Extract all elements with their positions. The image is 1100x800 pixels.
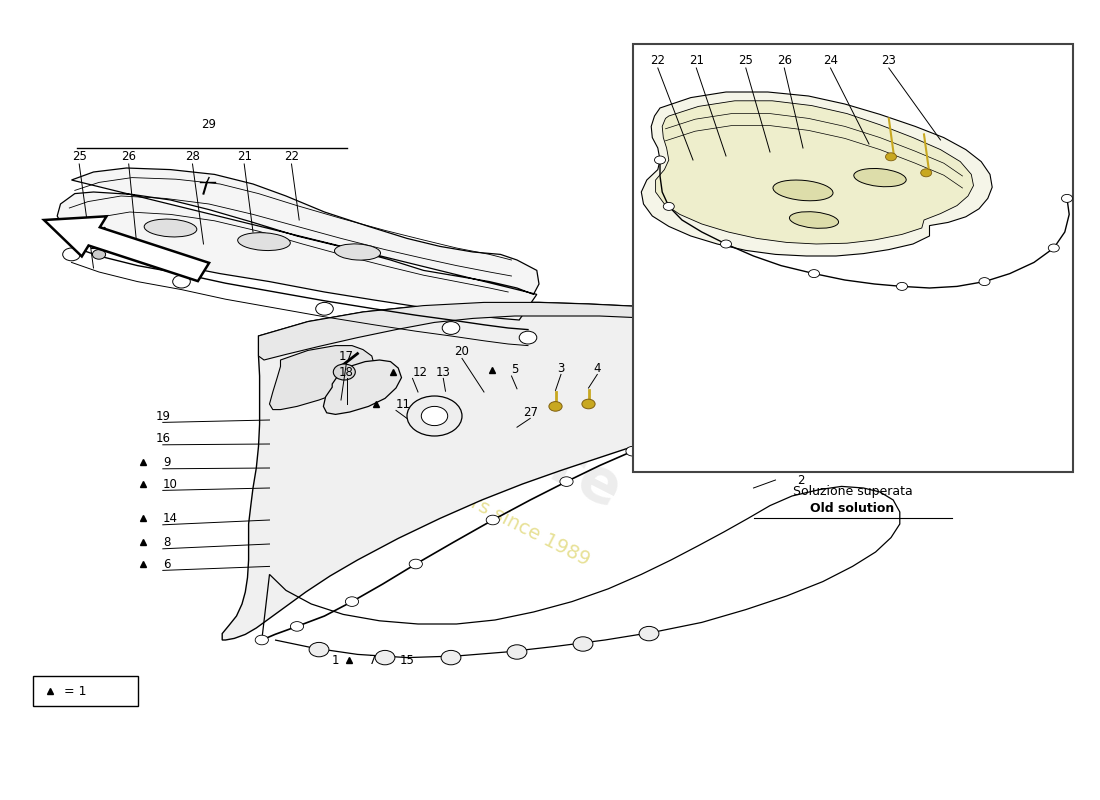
Text: 9: 9: [163, 456, 170, 469]
Circle shape: [810, 339, 823, 349]
Text: 22: 22: [650, 54, 666, 66]
Circle shape: [549, 402, 562, 411]
Text: 3: 3: [558, 362, 564, 374]
Circle shape: [921, 169, 932, 177]
Polygon shape: [323, 360, 402, 414]
Text: 26: 26: [121, 150, 136, 162]
Circle shape: [744, 404, 757, 414]
FancyArrow shape: [44, 216, 209, 281]
Circle shape: [639, 626, 659, 641]
Text: eurospare: eurospare: [293, 310, 631, 522]
Circle shape: [442, 322, 460, 334]
Circle shape: [309, 642, 329, 657]
Text: 28: 28: [185, 150, 200, 162]
Circle shape: [808, 270, 820, 278]
Text: 5: 5: [512, 363, 519, 376]
Circle shape: [441, 650, 461, 665]
Ellipse shape: [854, 169, 906, 186]
Text: 11: 11: [396, 398, 411, 410]
Polygon shape: [222, 302, 803, 640]
Text: 4: 4: [594, 362, 601, 374]
Text: 15: 15: [399, 654, 415, 666]
Text: 25: 25: [738, 54, 754, 66]
Circle shape: [626, 446, 639, 456]
Text: Old solution: Old solution: [811, 502, 894, 514]
Polygon shape: [656, 101, 974, 244]
Circle shape: [421, 406, 448, 426]
Text: 14: 14: [163, 512, 178, 525]
Text: = 1: = 1: [64, 685, 86, 698]
Circle shape: [896, 282, 907, 290]
Circle shape: [689, 423, 702, 433]
Circle shape: [805, 371, 818, 381]
Text: 17: 17: [339, 350, 354, 362]
Circle shape: [582, 399, 595, 409]
Ellipse shape: [334, 244, 381, 260]
Circle shape: [409, 559, 422, 569]
Polygon shape: [258, 302, 770, 360]
Text: 2: 2: [798, 474, 805, 486]
Text: 8: 8: [163, 536, 170, 549]
Text: 26: 26: [777, 54, 792, 66]
Circle shape: [1062, 194, 1072, 202]
Circle shape: [654, 156, 666, 164]
Text: 18: 18: [339, 366, 354, 378]
Circle shape: [173, 275, 190, 288]
Polygon shape: [57, 168, 539, 320]
Text: 6: 6: [798, 430, 805, 442]
Text: 24: 24: [823, 54, 838, 66]
Circle shape: [345, 597, 359, 606]
Bar: [33, 676, 138, 706]
Circle shape: [333, 364, 355, 380]
Circle shape: [573, 637, 593, 651]
Circle shape: [519, 331, 537, 344]
Text: 10: 10: [163, 478, 178, 490]
Polygon shape: [641, 92, 992, 256]
Circle shape: [486, 515, 499, 525]
Text: a passion for cars since 1989: a passion for cars since 1989: [330, 422, 594, 570]
Circle shape: [316, 302, 333, 315]
Ellipse shape: [238, 233, 290, 250]
Ellipse shape: [790, 212, 838, 228]
Text: 7: 7: [798, 452, 805, 465]
Text: 16: 16: [155, 432, 170, 445]
Text: 6: 6: [163, 558, 170, 570]
Circle shape: [92, 250, 106, 259]
Circle shape: [290, 622, 304, 631]
Circle shape: [255, 635, 268, 645]
Circle shape: [375, 650, 395, 665]
Circle shape: [886, 153, 896, 161]
Text: 27: 27: [522, 406, 538, 418]
Text: Soluzione superata: Soluzione superata: [793, 486, 912, 498]
Circle shape: [813, 355, 826, 365]
Text: 7: 7: [368, 654, 376, 666]
Circle shape: [1048, 244, 1059, 252]
Circle shape: [407, 396, 462, 436]
Circle shape: [783, 387, 796, 397]
Text: 21: 21: [689, 54, 704, 66]
Text: 12: 12: [412, 366, 428, 378]
Circle shape: [63, 248, 80, 261]
Text: 1: 1: [332, 654, 339, 666]
Ellipse shape: [144, 219, 197, 237]
Text: 13: 13: [436, 366, 451, 378]
Circle shape: [979, 278, 990, 286]
Circle shape: [560, 477, 573, 486]
Text: 20: 20: [454, 346, 470, 358]
Text: 19: 19: [155, 410, 170, 422]
Circle shape: [720, 240, 732, 248]
Circle shape: [507, 645, 527, 659]
Polygon shape: [270, 346, 374, 410]
FancyBboxPatch shape: [632, 44, 1072, 472]
Circle shape: [663, 202, 674, 210]
Text: 21: 21: [236, 150, 252, 162]
Text: 22: 22: [284, 150, 299, 162]
Ellipse shape: [773, 180, 833, 201]
Text: 29: 29: [201, 118, 217, 130]
Text: 25: 25: [72, 150, 87, 162]
Text: 23: 23: [881, 54, 896, 66]
